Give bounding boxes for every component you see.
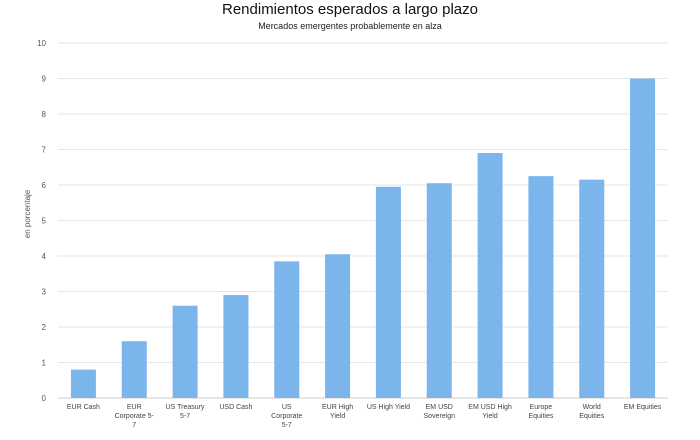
y-axis-title: en porcentaje: [23, 189, 32, 238]
y-tick-label: 8: [42, 110, 47, 119]
x-category-label-line: EM Equities: [624, 404, 662, 411]
x-category-label: EM USD High Yield: [468, 404, 512, 420]
y-tick-label: 2: [42, 323, 47, 332]
bar[interactable]: [375, 186, 401, 398]
bar[interactable]: [426, 183, 452, 398]
x-category-label: EUR Corporate 5- 7: [115, 404, 155, 429]
bar[interactable]: [528, 176, 554, 398]
x-category-label-line: Equities: [528, 413, 553, 420]
x-category-label-line: Yield: [482, 413, 497, 420]
bar[interactable]: [70, 369, 96, 398]
y-axis-ticks: 0 1 2 3 4 5 6 7 8 9 10: [37, 39, 46, 403]
x-category-label: US High Yield: [367, 404, 410, 411]
x-category-label: EUR High Yield: [322, 404, 353, 420]
x-category-label-line: US: [282, 404, 292, 411]
x-category-label-line: Europe: [530, 404, 553, 411]
x-category-label: Europe Equities: [528, 404, 553, 420]
x-category-label-line: 7: [132, 422, 136, 429]
bar[interactable]: [579, 179, 605, 398]
x-category-label: US Corporate 5-7: [271, 404, 302, 429]
x-category-label-line: EUR Cash: [67, 404, 100, 411]
x-category-label-line: Equities: [579, 413, 604, 420]
x-category-label-line: EUR: [127, 404, 142, 411]
bar[interactable]: [121, 341, 147, 398]
bar[interactable]: [172, 305, 198, 398]
chart-subtitle: Mercados emergentes probablemente en alz…: [258, 21, 442, 31]
x-category-label-line: EUR High: [322, 404, 353, 411]
x-category-label-line: 5-7: [180, 413, 190, 420]
bars: [70, 78, 656, 399]
y-tick-label: 7: [42, 146, 47, 155]
x-category-label: EUR Cash: [67, 404, 100, 411]
x-category-label-line: 5-7: [282, 422, 292, 429]
chart-title: Rendimientos esperados a largo plazo: [222, 1, 478, 18]
x-category-label-line: EM USD: [426, 404, 453, 411]
x-axis-labels: EUR Cash EUR Corporate 5-7US Treasury 5-7US…: [67, 404, 662, 429]
y-tick-label: 5: [42, 217, 47, 226]
y-tick-label: 6: [42, 181, 47, 190]
x-category-label-line: US High Yield: [367, 404, 410, 411]
x-category-label-line: Yield: [330, 413, 345, 420]
y-tick-label: 0: [42, 394, 47, 403]
bar[interactable]: [223, 295, 249, 398]
x-category-label-line: Sovereign: [423, 413, 455, 420]
x-category-label: US Treasury 5-7: [166, 404, 205, 420]
gridlines: [58, 42, 668, 399]
y-tick-label: 4: [42, 252, 47, 261]
bar[interactable]: [630, 78, 656, 399]
x-category-label-line: EM USD High: [468, 404, 512, 411]
x-category-label: EM USD Sovereign: [423, 404, 455, 420]
x-category-label-line: US Treasury: [166, 404, 205, 411]
x-category-label: World Equities: [579, 404, 604, 420]
x-category-label: EM Equities: [624, 404, 662, 411]
y-tick-label: 10: [37, 39, 46, 48]
x-category-label-line: Corporate 5-: [115, 413, 155, 420]
y-tick-label: 3: [42, 288, 47, 297]
x-category-label-line: USD Cash: [219, 404, 252, 411]
bar[interactable]: [325, 254, 351, 398]
y-tick-label: 9: [42, 75, 47, 84]
x-category-label-line: World: [583, 404, 601, 411]
x-category-label: USD Cash: [219, 404, 252, 411]
x-category-label-line: Corporate: [271, 413, 302, 420]
y-tick-label: 1: [42, 359, 47, 368]
bar[interactable]: [274, 261, 300, 398]
bar[interactable]: [477, 153, 503, 398]
